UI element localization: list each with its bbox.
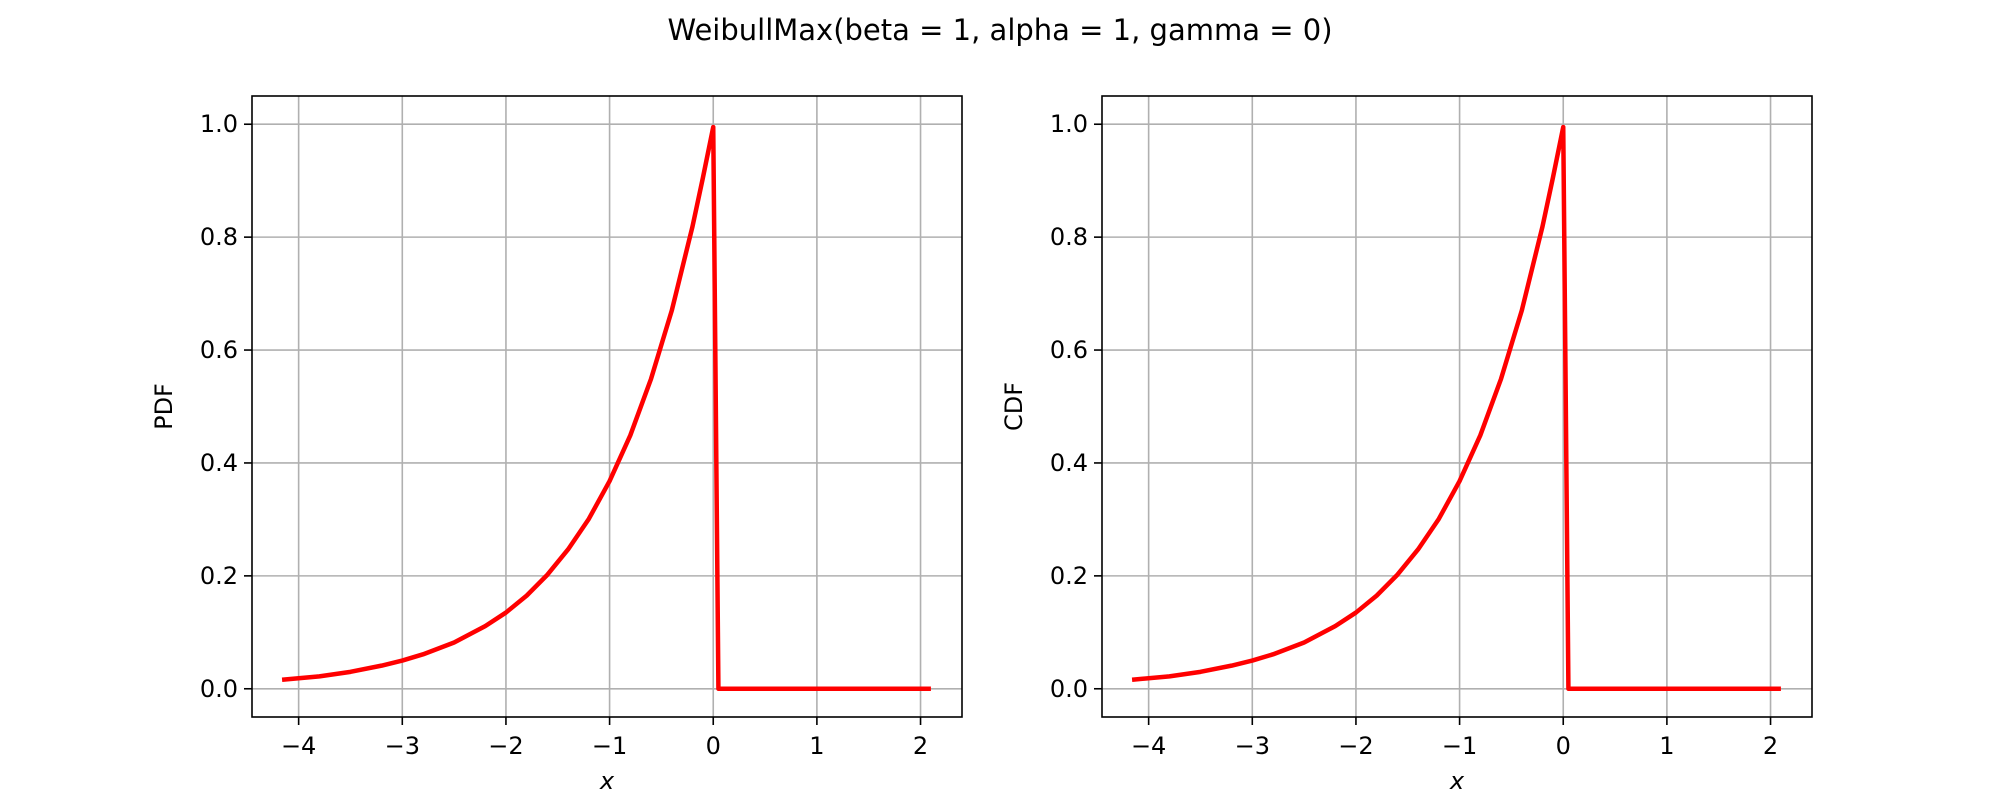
pdf-x-axis-label: x xyxy=(599,767,615,795)
pdf-ytick-label-3: 0.6 xyxy=(200,336,238,364)
pdf-xtick-label-2: −2 xyxy=(488,732,523,760)
cdf-ytick-label-4: 0.8 xyxy=(1050,223,1088,251)
pdf-ytick-label-1: 0.2 xyxy=(200,562,238,590)
cdf-xtick-label-2: −2 xyxy=(1338,732,1373,760)
pdf-ytick-label-5: 1.0 xyxy=(200,110,238,138)
pdf-xtick-label-6: 2 xyxy=(913,732,928,760)
cdf-ytick-label-2: 0.4 xyxy=(1050,449,1088,477)
cdf-ytick-label-0: 0.0 xyxy=(1050,675,1088,703)
pdf-y-axis-label: PDF xyxy=(150,383,178,430)
pdf-ytick-label-0: 0.0 xyxy=(200,675,238,703)
cdf-y-axis-label: CDF xyxy=(1000,382,1028,431)
pdf-xtick-label-3: −1 xyxy=(592,732,627,760)
cdf-xtick-label-1: −3 xyxy=(1235,732,1270,760)
cdf-x-axis-label: x xyxy=(1449,767,1465,795)
pdf-series-line-0 xyxy=(281,124,931,692)
pdf-panel: −4 −3 −2 −1 0 1 2 0.0 0.2 0.4 0.6 0.8 1.0 x PDF xyxy=(150,95,963,795)
cdf-axes-frame xyxy=(1101,95,1813,718)
pdf-xtick-label-1: −3 xyxy=(385,732,420,760)
cdf-xtick-label-5: 1 xyxy=(1659,732,1674,760)
pdf-axes-frame xyxy=(251,95,963,718)
figure-title: WeibullMax(beta = 1, alpha = 1, gamma = … xyxy=(667,13,1332,47)
pdf-xtick-label-0: −4 xyxy=(281,732,316,760)
cdf-series-line-0 xyxy=(1131,124,1781,692)
cdf-ytick-label-5: 1.0 xyxy=(1050,110,1088,138)
cdf-xtick-label-3: −1 xyxy=(1442,732,1477,760)
cdf-xtick-label-4: 0 xyxy=(1556,732,1571,760)
cdf-panel: −4 −3 −2 −1 0 1 2 0.0 0.2 0.4 0.6 0.8 1.0 x CDF xyxy=(1000,95,1813,795)
cdf-ytick-label-1: 0.2 xyxy=(1050,562,1088,590)
cdf-xtick-label-0: −4 xyxy=(1131,732,1166,760)
cdf-xtick-label-6: 2 xyxy=(1763,732,1778,760)
pdf-xtick-label-4: 0 xyxy=(706,732,721,760)
pdf-ytick-label-2: 0.4 xyxy=(200,449,238,477)
cdf-ytick-label-3: 0.6 xyxy=(1050,336,1088,364)
pdf-ytick-label-4: 0.8 xyxy=(200,223,238,251)
pdf-xtick-label-5: 1 xyxy=(809,732,824,760)
